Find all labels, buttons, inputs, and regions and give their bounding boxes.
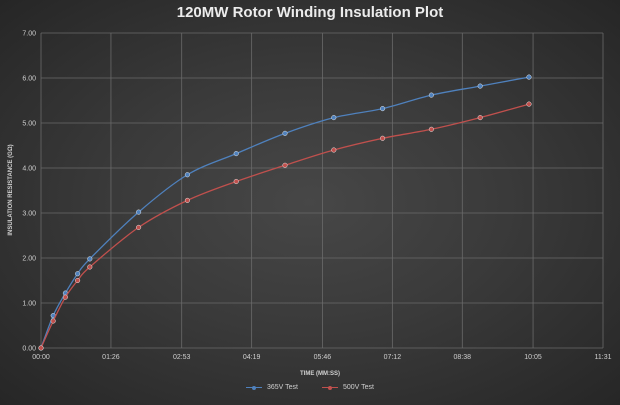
data-point	[331, 115, 337, 121]
data-point	[428, 92, 434, 98]
data-point	[233, 178, 239, 185]
data-point	[184, 172, 190, 178]
y-tick-label: 7.00	[22, 31, 36, 38]
y-tick-label: 5.00	[22, 121, 36, 128]
x-tick-label: 11:31	[595, 354, 612, 361]
x-tick-label: 08:38	[454, 354, 472, 361]
data-point	[75, 271, 81, 277]
x-tick-label: 07:12	[384, 354, 402, 361]
legend-label-365v: 365V Test	[266, 384, 298, 391]
y-tick-label: 4.00	[22, 166, 36, 173]
y-axis-title: INSULATION RESISTANCE (GΩ)	[8, 144, 14, 235]
data-point	[477, 115, 483, 121]
legend-item-365v: 365V Test	[245, 384, 298, 391]
y-tick-label: 1.00	[22, 301, 36, 308]
series-line	[40, 103, 530, 349]
legend-swatch-500v	[322, 385, 338, 391]
y-tick-label: 0.00	[22, 346, 36, 353]
data-point	[87, 264, 93, 270]
data-point	[282, 162, 288, 168]
series-0	[38, 74, 532, 351]
data-point	[75, 277, 81, 284]
data-point	[380, 106, 386, 112]
x-tick-label: 10:05	[524, 354, 542, 361]
data-point	[136, 224, 142, 230]
y-tick-label: 6.00	[22, 76, 36, 83]
legend-label-500v: 500V Test	[343, 384, 375, 391]
x-tick-label: 01:26	[102, 354, 120, 361]
x-tick-label: 04:19	[243, 354, 261, 361]
axes: 0.00 1.00 2.00 3.00 4.00 5.00 6.00 7.00 00:00 01:…	[22, 31, 611, 362]
data-point	[136, 209, 142, 215]
data-point	[526, 101, 532, 107]
x-tick-label: 00:00	[32, 354, 50, 361]
x-axis-title: TIME (MM:SS)	[300, 371, 340, 377]
data-point	[331, 147, 337, 153]
chart-title: 120MW Rotor Winding Insulation Plot	[176, 4, 444, 21]
legend-item-500v: 500V Test	[322, 384, 374, 391]
data-point	[477, 83, 483, 89]
y-tick-label: 3.00	[22, 211, 36, 218]
gridlines	[40, 32, 604, 349]
data-point	[50, 318, 56, 324]
data-point	[184, 197, 190, 203]
data-point	[428, 126, 434, 132]
series-line	[40, 76, 530, 349]
legend: 365V Test 500V Test	[0, 384, 620, 391]
series-1	[38, 101, 532, 351]
data-point	[526, 74, 532, 80]
legend-swatch-365v	[245, 385, 262, 391]
data-point	[38, 345, 44, 351]
series-lines	[38, 74, 532, 351]
data-point	[62, 294, 68, 300]
y-tick-label: 2.00	[22, 256, 36, 263]
data-point	[282, 130, 288, 136]
data-point	[87, 256, 93, 262]
data-point	[380, 135, 386, 141]
x-tick-label: 05:46	[314, 354, 332, 361]
x-tick-label: 02:53	[173, 354, 191, 361]
data-point	[233, 151, 239, 157]
